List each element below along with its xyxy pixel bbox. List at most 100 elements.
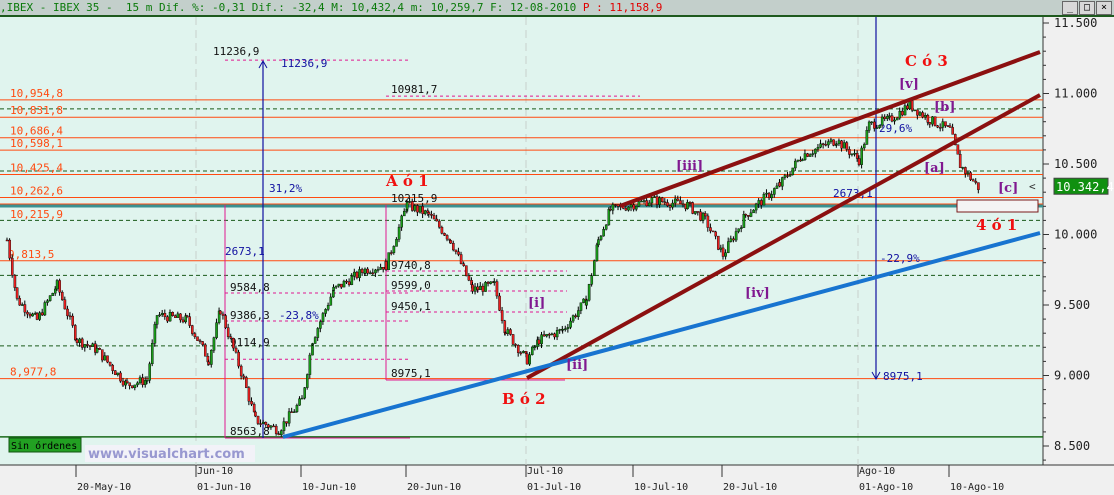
candle-body (845, 142, 849, 150)
maximize-button[interactable]: □ (1079, 1, 1095, 15)
candle-body (642, 200, 646, 202)
candle-body (13, 275, 17, 288)
candle-body (332, 290, 335, 298)
watermark-bg (85, 445, 255, 462)
candle-body (371, 272, 375, 274)
candle-body (106, 355, 109, 363)
candle-body (545, 333, 549, 337)
candle-body (329, 296, 333, 306)
candle-body (465, 265, 468, 277)
candle-body (873, 121, 876, 129)
symbol: ,IBEX - IBEX 35 - (0, 1, 113, 14)
candle-body (38, 312, 41, 320)
candle-body (923, 114, 927, 118)
lower-trend-line (526, 93, 1041, 380)
candle-body (762, 193, 766, 206)
candle-body (119, 372, 122, 382)
candle-body (395, 239, 398, 247)
candle-body (219, 310, 222, 315)
candle-body (256, 415, 260, 424)
candle-body (498, 295, 501, 311)
candle-body (719, 247, 723, 250)
candle-body (721, 247, 725, 257)
candle-body (637, 201, 641, 207)
close-button[interactable]: × (1096, 1, 1112, 15)
candle-body (827, 141, 830, 146)
candle-body (668, 205, 672, 208)
candle-body (55, 280, 59, 290)
candle-body (403, 211, 406, 217)
min: 10,259,7 (430, 1, 484, 14)
candle-body (519, 352, 523, 354)
p-value: 11,158,9 (609, 1, 663, 14)
candle-body (971, 179, 975, 182)
candle-body (390, 252, 393, 254)
candle-body (816, 147, 820, 150)
candle-body (944, 121, 947, 127)
candle-body (158, 314, 162, 316)
candle-body (732, 238, 735, 241)
measure-range: 2673,1 (833, 187, 873, 200)
candle-body (853, 153, 856, 155)
candle-body (936, 125, 939, 128)
candle-body (150, 343, 154, 365)
status-badge-bg (8, 437, 82, 453)
major-wave-label: C ó 3 (905, 52, 948, 70)
y-tick-label: 10.500 (1054, 157, 1097, 171)
candle-body (757, 200, 761, 205)
candle-body (190, 325, 194, 334)
candle-body (226, 327, 230, 337)
candle-body (597, 239, 600, 246)
level-label: 10,425,4 (10, 162, 63, 175)
candle-body (467, 275, 471, 281)
major-wave-label: 4 ó 1 (976, 216, 1017, 234)
candle-body (295, 405, 299, 412)
candle-body (63, 299, 67, 310)
candle-body (171, 312, 175, 316)
x-tick-label: 01-Ago-10 (859, 482, 913, 493)
x-tick-label: 20-Jul-10 (723, 482, 777, 493)
candle-body (883, 116, 887, 119)
candle-body (298, 398, 301, 406)
minor-wave-label: [i] (528, 296, 545, 311)
candle-body (674, 198, 677, 204)
minor-wave-label: [c] (998, 181, 1018, 196)
candle-body (579, 302, 583, 311)
candle-body (374, 269, 377, 274)
candle-body (311, 344, 314, 356)
candle-body (796, 159, 800, 162)
candle-body (775, 185, 779, 189)
candle-body (587, 284, 591, 301)
candle-body (760, 200, 763, 206)
candle-body (179, 313, 182, 321)
candle-body (173, 315, 177, 318)
candle-body (176, 313, 180, 318)
last-price-badge (1053, 177, 1109, 195)
candle-body (18, 298, 22, 306)
candle-body (848, 149, 851, 155)
major-wave-label: B ó 2 (502, 390, 546, 408)
candle-body (224, 315, 227, 328)
fib-value-label: 11236,9 (213, 45, 259, 58)
candle-body (387, 252, 391, 270)
candle-body (824, 144, 828, 146)
candle-body (193, 333, 197, 337)
candle-body (254, 411, 257, 417)
measure-top-label: 11236,9 (281, 57, 327, 70)
candle-body (435, 218, 439, 222)
x-tick-label: 10-Ago-10 (950, 482, 1004, 493)
x-tick-label: 10-Jun-10 (302, 482, 356, 493)
candle-body (679, 200, 682, 205)
candle-body (28, 313, 32, 317)
candle-body (585, 300, 588, 306)
candle-body (334, 285, 338, 288)
x-tick-label: 20-Jun-10 (407, 482, 461, 493)
candle-body (166, 316, 169, 322)
candle-body (977, 182, 980, 190)
minimize-button[interactable]: _ (1062, 1, 1078, 15)
candle-body (966, 172, 970, 174)
candle-body (509, 329, 512, 335)
fib-value-label: 9584,8 (230, 281, 270, 294)
minor-wave-label: [v] (899, 77, 919, 92)
